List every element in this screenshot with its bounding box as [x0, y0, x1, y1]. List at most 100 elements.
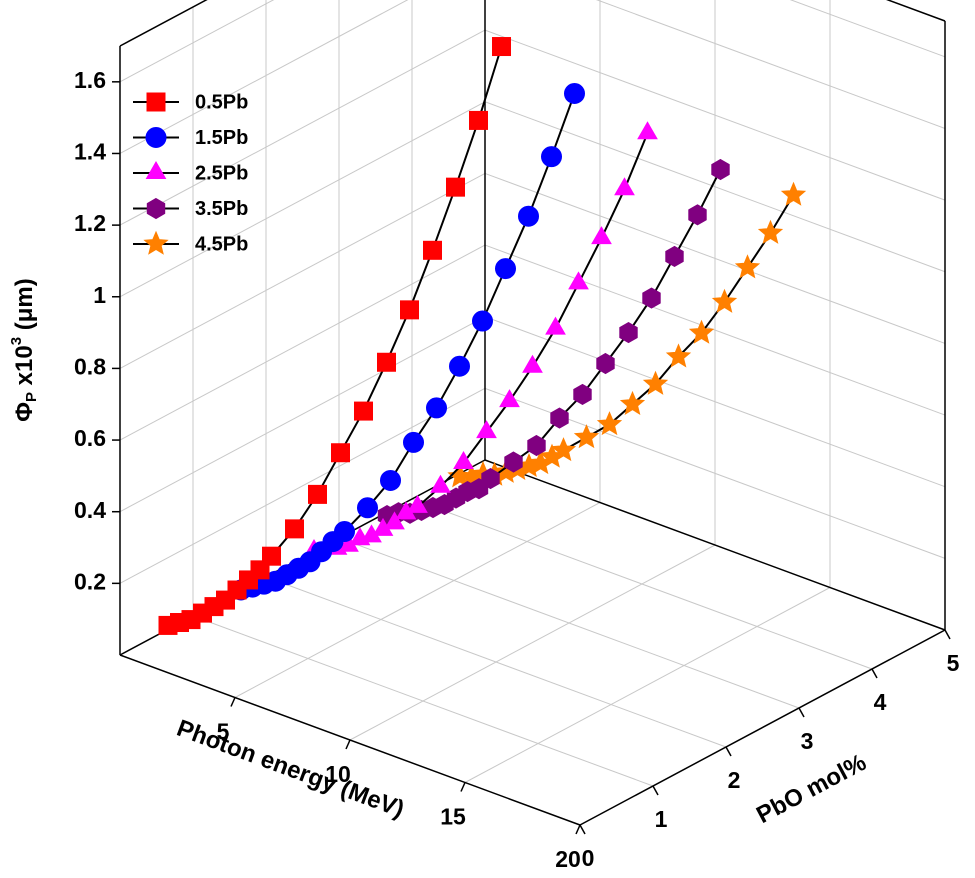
marker	[262, 546, 281, 566]
z-tick-label: 0.4	[74, 497, 106, 523]
marker	[614, 177, 635, 196]
marker	[143, 230, 169, 255]
z-tick-label: 1.4	[74, 139, 106, 165]
marker	[665, 245, 684, 267]
marker	[596, 411, 623, 436]
grid-line	[119, 101, 486, 298]
y-tick	[652, 785, 659, 796]
marker	[596, 352, 615, 375]
z-axis-label: ΦP x103 (μm)	[8, 278, 40, 421]
marker	[619, 390, 646, 415]
x-tick-label: 10	[325, 761, 351, 787]
z-tick-label: 0.6	[74, 425, 106, 451]
grid-line	[484, 316, 946, 488]
y-tick	[798, 707, 805, 718]
marker	[380, 469, 401, 491]
grid-line	[464, 587, 831, 783]
marker	[469, 110, 488, 130]
z-tick-label: 1	[93, 282, 106, 308]
marker	[550, 407, 569, 429]
marker	[541, 146, 562, 168]
marker	[357, 497, 378, 519]
grid-line	[338, 537, 800, 709]
marker	[757, 219, 784, 244]
marker	[377, 352, 396, 372]
grid-line	[119, 29, 486, 226]
marker	[564, 83, 585, 105]
marker	[449, 355, 470, 377]
marker	[430, 474, 451, 493]
marker	[573, 424, 600, 449]
y-tick-label: 2	[728, 767, 741, 793]
z-label-sup: 3	[8, 337, 25, 345]
series	[158, 37, 511, 635]
x-tick-label: 20	[555, 846, 581, 872]
legend-label: 2.5Pb	[195, 162, 248, 184]
marker	[407, 494, 428, 513]
marker	[711, 288, 738, 313]
z-label-part: Φ	[11, 402, 38, 422]
box-edges	[112, 0, 951, 835]
x-tick	[460, 782, 466, 792]
grid-line	[595, 0, 946, 129]
x-tick	[575, 824, 581, 835]
y-tick-label: 3	[801, 728, 814, 754]
marker	[403, 431, 424, 453]
x-tick-label: 5	[217, 719, 230, 745]
box-edge	[484, 459, 946, 631]
legend-label: 3.5Pb	[195, 198, 248, 220]
grid-line	[192, 615, 654, 787]
marker	[308, 484, 327, 504]
marker	[400, 300, 419, 320]
marker	[492, 37, 511, 57]
grid-line	[234, 502, 601, 698]
marker	[334, 521, 355, 543]
grid-line	[484, 172, 946, 344]
marker	[591, 226, 612, 245]
marker	[642, 287, 661, 309]
grid-line	[119, 172, 486, 369]
marker	[688, 319, 715, 344]
legend: 0.5Pb 1.5Pb 2.5Pb 3.5Pb 4.5Pb	[133, 91, 248, 255]
marker	[619, 322, 638, 344]
y-tick-label: 0	[582, 845, 595, 871]
marker	[642, 370, 669, 395]
marker	[522, 354, 543, 373]
marker	[145, 127, 167, 148]
marker	[453, 450, 474, 469]
marker	[331, 443, 350, 463]
marker	[472, 310, 493, 332]
y-tick-label: 5	[947, 650, 960, 676]
box-edge	[119, 0, 208, 47]
marker	[285, 519, 304, 539]
marker	[568, 271, 589, 290]
marker	[688, 204, 707, 226]
x-tick	[230, 697, 236, 707]
x-axis-label: Photon energy (MeV)	[173, 715, 407, 824]
marker	[711, 158, 730, 181]
marker	[518, 205, 539, 227]
marker	[423, 240, 442, 260]
box-edge	[579, 629, 946, 826]
plot-area	[158, 37, 807, 635]
legend-label: 1.5Pb	[195, 127, 248, 149]
z-label-part: x10	[11, 345, 38, 392]
marker	[780, 181, 807, 206]
grid-line	[411, 498, 873, 670]
z-label-part: (μm)	[11, 278, 38, 337]
z-tick-label: 0.8	[74, 353, 106, 379]
marker	[146, 92, 166, 112]
y-tick-label: 4	[874, 689, 887, 715]
grid-line	[119, 0, 409, 154]
grid-line	[119, 316, 486, 513]
marker	[495, 258, 516, 280]
grid-line	[119, 244, 486, 441]
marker	[354, 401, 373, 421]
marker	[499, 389, 520, 408]
grid-line	[349, 544, 716, 741]
y-tick	[871, 668, 878, 679]
grid-line	[119, 387, 486, 584]
y-tick	[944, 629, 951, 640]
marker	[545, 316, 566, 335]
marker	[446, 177, 465, 197]
